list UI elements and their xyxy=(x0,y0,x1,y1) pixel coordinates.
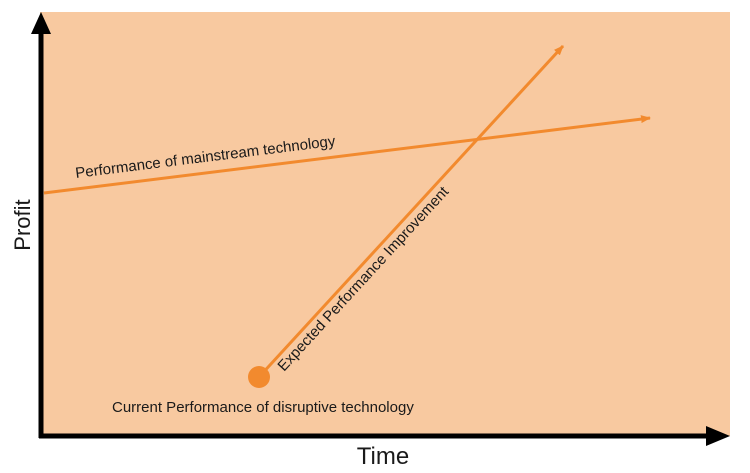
current-performance-label: Current Performance of disruptive techno… xyxy=(112,399,414,416)
x-axis-arrowhead xyxy=(706,426,730,446)
y-axis-label: Profit xyxy=(10,199,35,250)
y-axis-arrowhead xyxy=(31,12,51,34)
plot-background xyxy=(40,12,730,436)
x-axis-label: Time xyxy=(357,443,409,470)
mainstream-line xyxy=(43,115,651,195)
current-performance-point xyxy=(248,366,270,388)
disruptive-line xyxy=(257,44,565,379)
